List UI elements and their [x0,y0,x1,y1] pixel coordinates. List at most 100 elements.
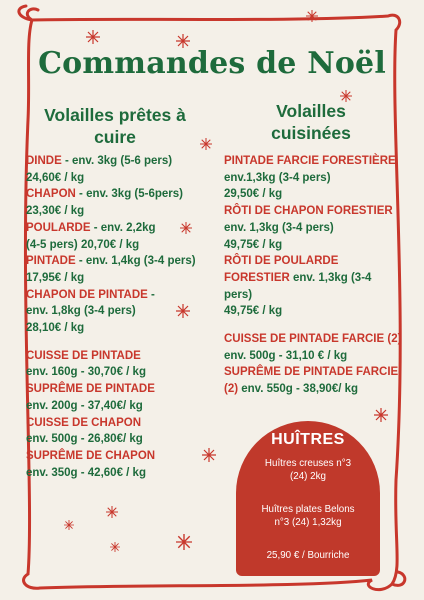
item-name: CUISSE DE PINTADE FARCIE (2) [224,333,402,346]
item-detail: - env. 2,2kg [90,221,156,234]
item-name: RÔTI DE CHAPON FORESTIER [224,205,393,218]
item-name: PINTADE [26,255,76,268]
sparkle-icon [64,520,74,530]
menu-line: 49,75€ / kg [224,237,414,254]
menu-line: (2) env. 550g - 38,90€/ kg [224,381,414,398]
sparkle-icon [176,304,190,318]
left-heading: Volailles prêtes à cuire [22,104,208,148]
menu-line: 49,75€ / kg [224,303,414,320]
item-detail: - env. 3kg (5-6pers) [75,188,183,201]
menu-line: pers) [224,287,414,304]
menu-line: env. 500g - 31,10 € / kg [224,348,414,365]
page-title: Commandes de Noël [38,46,386,81]
menu-line: CUISSE DE PINTADE FARCIE (2) [224,331,414,348]
right-heading: Volailles cuisinées [222,100,400,144]
item-name: SUPRÊME DE PINTADE [26,383,155,396]
menu-line: 24,60€ / kg [26,170,216,187]
item-detail: env. 1,8kg (3-4 pers) [26,305,136,318]
right-heading-line: Volailles [276,101,346,121]
item-name: DINDE [26,155,62,167]
menu-line: env. 1,3kg (3-4 pers) [224,220,414,237]
oysters-title: HUÎTRES [271,431,345,448]
oysters-line: Huîtres plates Belons [261,504,355,515]
item-detail: 28,10€ / kg [26,322,85,335]
item-detail: 29,50€ / kg [224,188,283,201]
menu-line: CHAPON DE PINTADE - [26,287,216,304]
sparkle-icon [176,34,190,48]
sparkle-icon [202,448,216,462]
sparkle-icon [106,506,118,518]
oysters-line: Huîtres creuses n°3 [264,458,352,469]
item-name: CUISSE DE PINTADE [26,349,141,362]
menu-line: (4-5 pers) 20,70€ / kg [26,237,216,254]
item-detail: 49,75€ / kg [224,305,283,318]
menu-line: SUPRÊME DE CHAPON [26,448,216,465]
menu-line: env.1,3kg (3-4 pers) [224,170,414,187]
menu-line: POULARDE - env. 2,2kg [26,220,216,237]
menu-line: DINDE - env. 3kg (5-6 pers) [26,153,216,170]
sparkle-icon [176,534,192,550]
menu-line: CUISSE DE PINTADE [26,348,216,365]
item-name: SUPRÊME DE CHAPON [26,449,156,462]
item-detail: env. 1,3kg (3-4 pers) [224,221,334,234]
item-detail: env. 200g - 37,40€/ kg [26,399,143,412]
oysters-price: 25,90 € / Bourriche [266,550,350,561]
menu-line: 23,30€ / kg [26,203,216,220]
item-detail: 23,30€ / kg [26,205,85,218]
menu-line: RÔTI DE POULARDE [224,253,414,270]
menu-line: env. 1,8kg (3-4 pers) [26,303,216,320]
item-detail: - [147,288,155,301]
sparkle-icon [306,10,318,22]
right-column: PINTADE FARCIE FORESTIÈRE env.1,3kg (3-4 … [224,153,414,398]
item-detail: (4-5 pers) 20,70€ / kg [26,238,140,251]
menu-line: 28,10€ / kg [26,320,216,337]
menu-line: 17,95€ / kg [26,270,216,287]
item-detail: pers) [224,288,253,301]
item-name: CHAPON DE PINTADE [26,288,148,301]
left-heading-line: Volailles prêtes à [44,105,186,125]
left-column: DINDE - env. 3kg (5-6 pers) 24,60€ / kg C… [26,153,216,481]
menu-line: PINTADE FARCIE FORESTIÈRE [224,153,414,170]
item-name: CHAPON [26,188,76,201]
item-name: POULARDE [26,221,91,234]
sparkle-icon [86,30,100,44]
menu-line: env. 160g - 30,70€ / kg [26,364,216,381]
item-detail: env. 350g - 42,60€ / kg [26,466,146,479]
item-detail: 17,95€ / kg [26,271,85,284]
item-detail: env. 1,3kg (3-4 [289,271,372,284]
item-detail: env.1,3kg (3-4 pers) [224,171,331,184]
item-detail: - env. 3kg (5-6 pers) [61,155,173,167]
item-name: PINTADE FARCIE FORESTIÈRE [224,155,396,167]
menu-line: 29,50€ / kg [224,186,414,203]
menu-line: RÔTI DE CHAPON FORESTIER [224,203,414,220]
item-detail: env. 160g - 30,70€ / kg [26,366,146,379]
oysters-box: HUÎTRES Huîtres creuses n°3 (24) 2kg Huî… [236,421,380,576]
right-heading-line: cuisinées [271,123,351,143]
item-detail: env. 550g - 38,90€/ kg [238,383,359,396]
menu-line: CHAPON - env. 3kg (5-6pers) [26,186,216,203]
menu-line: CUISSE DE CHAPON [26,415,216,432]
item-name: CUISSE DE CHAPON [26,416,142,429]
menu-line: SUPRÊME DE PINTADE FARCIE [224,364,414,381]
sparkle-icon [180,222,192,234]
menu-line: PINTADE - env. 1,4kg (3-4 pers) [26,253,216,270]
oysters-line: n°3 (24) 1,32kg [274,517,342,528]
sparkle-icon [110,542,120,552]
sparkle-icon [200,138,212,150]
item-name: FORESTIER [224,271,290,284]
item-detail: env. 500g - 26,80€/ kg [26,433,143,446]
menu-line: env. 500g - 26,80€/ kg [26,431,216,448]
item-name: SUPRÊME DE PINTADE FARCIE [224,366,399,379]
sparkle-icon [374,408,388,422]
item-name: (2) [224,383,239,396]
item-detail: 24,60€ / kg [26,171,85,184]
left-heading-line: cuire [94,127,136,147]
item-detail: - env. 1,4kg (3-4 pers) [75,255,196,268]
menu-line: env. 200g - 37,40€/ kg [26,398,216,415]
oysters-line: (24) 2kg [290,471,326,482]
menu-line: SUPRÊME DE PINTADE [26,381,216,398]
menu-line: env. 350g - 42,60€ / kg [26,465,216,482]
menu-line: FORESTIER env. 1,3kg (3-4 [224,270,414,287]
item-detail: env. 500g - 31,10 € / kg [224,349,348,362]
